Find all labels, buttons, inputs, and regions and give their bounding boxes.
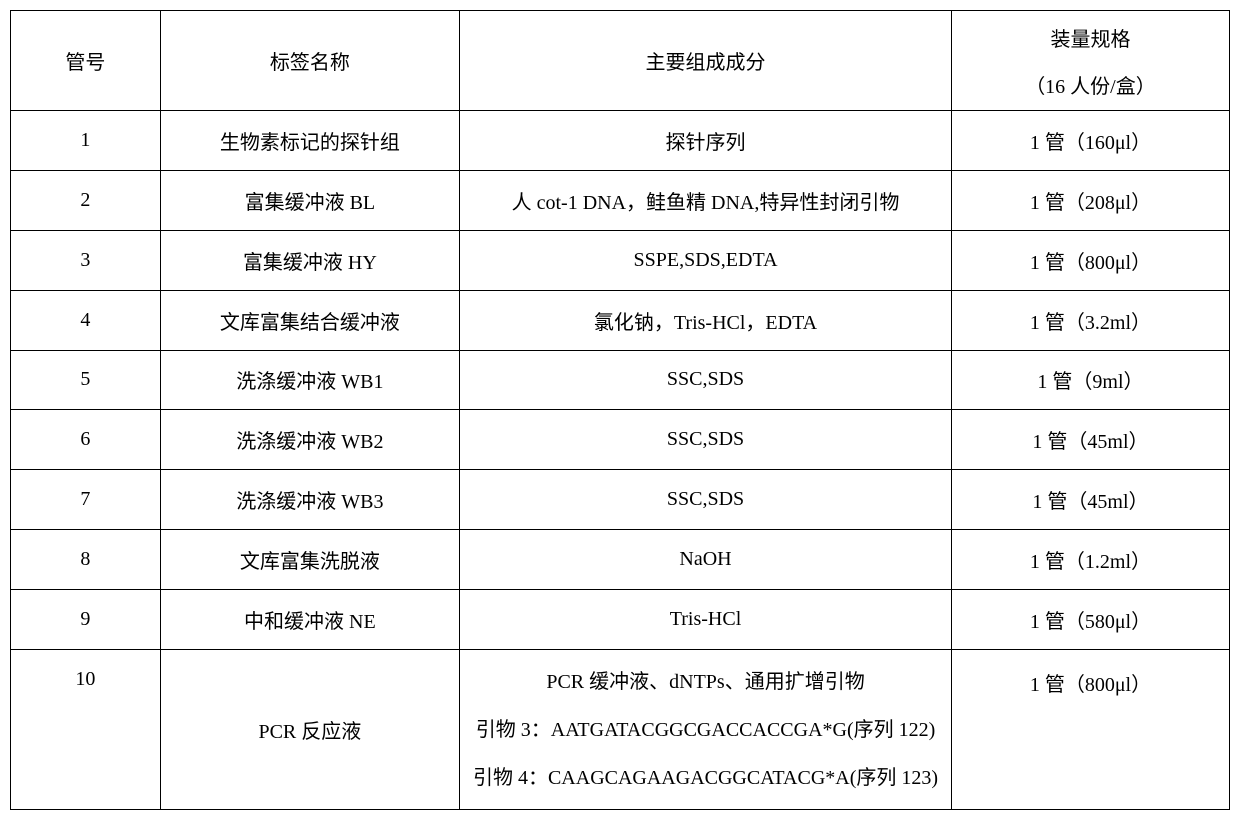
- cell-comp: PCR 缓冲液、dNTPs、通用扩增引物 引物 3：AATGATACGGCGAC…: [460, 650, 952, 810]
- cell-spec: 1 管（1.2ml）: [951, 530, 1229, 590]
- cell-comp: NaOH: [460, 530, 952, 590]
- comp-line-1: PCR 缓冲液、dNTPs、通用扩增引物: [468, 658, 943, 706]
- header-label-name: 标签名称: [160, 11, 459, 111]
- cell-comp: 探针序列: [460, 111, 952, 171]
- cell-comp: 氯化钠，Tris-HCl，EDTA: [460, 290, 952, 350]
- cell-label: 生物素标记的探针组: [160, 111, 459, 171]
- cell-label: 中和缓冲液 NE: [160, 590, 459, 650]
- cell-spec: 1 管（800μl）: [951, 230, 1229, 290]
- cell-spec: 1 管（9ml）: [951, 350, 1229, 410]
- cell-tube: 5: [11, 350, 161, 410]
- cell-spec: 1 管（208μl）: [951, 170, 1229, 230]
- cell-label: PCR 反应液: [160, 650, 459, 810]
- cell-label: 洗涤缓冲液 WB3: [160, 470, 459, 530]
- cell-comp: Tris-HCl: [460, 590, 952, 650]
- cell-comp: SSC,SDS: [460, 410, 952, 470]
- cell-label: 洗涤缓冲液 WB1: [160, 350, 459, 410]
- cell-tube: 4: [11, 290, 161, 350]
- table-row: 2 富集缓冲液 BL 人 cot-1 DNA，鲑鱼精 DNA,特异性封闭引物 1…: [11, 170, 1230, 230]
- cell-label: 富集缓冲液 BL: [160, 170, 459, 230]
- components-table: 管号 标签名称 主要组成成分 装量规格 （16 人份/盒） 1 生物素标记的探针…: [10, 10, 1230, 810]
- cell-label: 洗涤缓冲液 WB2: [160, 410, 459, 470]
- table-row: 3 富集缓冲液 HY SSPE,SDS,EDTA 1 管（800μl）: [11, 230, 1230, 290]
- comp-line-2: 引物 3：AATGATACGGCGACCACCGA*G(序列 122): [468, 706, 943, 754]
- cell-tube: 1: [11, 111, 161, 171]
- table-row: 4 文库富集结合缓冲液 氯化钠，Tris-HCl，EDTA 1 管（3.2ml）: [11, 290, 1230, 350]
- cell-tube: 8: [11, 530, 161, 590]
- cell-tube: 6: [11, 410, 161, 470]
- header-composition: 主要组成成分: [460, 11, 952, 111]
- cell-comp: SSC,SDS: [460, 470, 952, 530]
- cell-spec: 1 管（45ml）: [951, 410, 1229, 470]
- cell-tube: 10: [11, 650, 161, 810]
- table-row: 10 PCR 反应液 PCR 缓冲液、dNTPs、通用扩增引物 引物 3：AAT…: [11, 650, 1230, 810]
- cell-spec: 1 管（3.2ml）: [951, 290, 1229, 350]
- cell-spec: 1 管（580μl）: [951, 590, 1229, 650]
- cell-tube: 7: [11, 470, 161, 530]
- header-spec: 装量规格 （16 人份/盒）: [951, 11, 1229, 111]
- cell-comp: 人 cot-1 DNA，鲑鱼精 DNA,特异性封闭引物: [460, 170, 952, 230]
- cell-tube: 9: [11, 590, 161, 650]
- cell-spec: 1 管（800μl）: [951, 650, 1229, 810]
- cell-spec: 1 管（45ml）: [951, 470, 1229, 530]
- table-row: 1 生物素标记的探针组 探针序列 1 管（160μl）: [11, 111, 1230, 171]
- table-row: 6 洗涤缓冲液 WB2 SSC,SDS 1 管（45ml）: [11, 410, 1230, 470]
- cell-label: 富集缓冲液 HY: [160, 230, 459, 290]
- cell-comp: SSC,SDS: [460, 350, 952, 410]
- table-row: 5 洗涤缓冲液 WB1 SSC,SDS 1 管（9ml）: [11, 350, 1230, 410]
- header-tube-no: 管号: [11, 11, 161, 111]
- header-spec-main: 装量规格: [1050, 29, 1130, 51]
- table-row: 9 中和缓冲液 NE Tris-HCl 1 管（580μl）: [11, 590, 1230, 650]
- comp-line-3: 引物 4：CAAGCAGAAGACGGCATACG*A(序列 123): [468, 754, 943, 802]
- cell-spec: 1 管（160μl）: [951, 111, 1229, 171]
- cell-tube: 2: [11, 170, 161, 230]
- table-header-row: 管号 标签名称 主要组成成分 装量规格 （16 人份/盒）: [11, 11, 1230, 111]
- header-spec-sub: （16 人份/盒）: [960, 70, 1221, 99]
- cell-label: 文库富集结合缓冲液: [160, 290, 459, 350]
- table-row: 8 文库富集洗脱液 NaOH 1 管（1.2ml）: [11, 530, 1230, 590]
- cell-comp: SSPE,SDS,EDTA: [460, 230, 952, 290]
- table-row: 7 洗涤缓冲液 WB3 SSC,SDS 1 管（45ml）: [11, 470, 1230, 530]
- cell-tube: 3: [11, 230, 161, 290]
- cell-label: 文库富集洗脱液: [160, 530, 459, 590]
